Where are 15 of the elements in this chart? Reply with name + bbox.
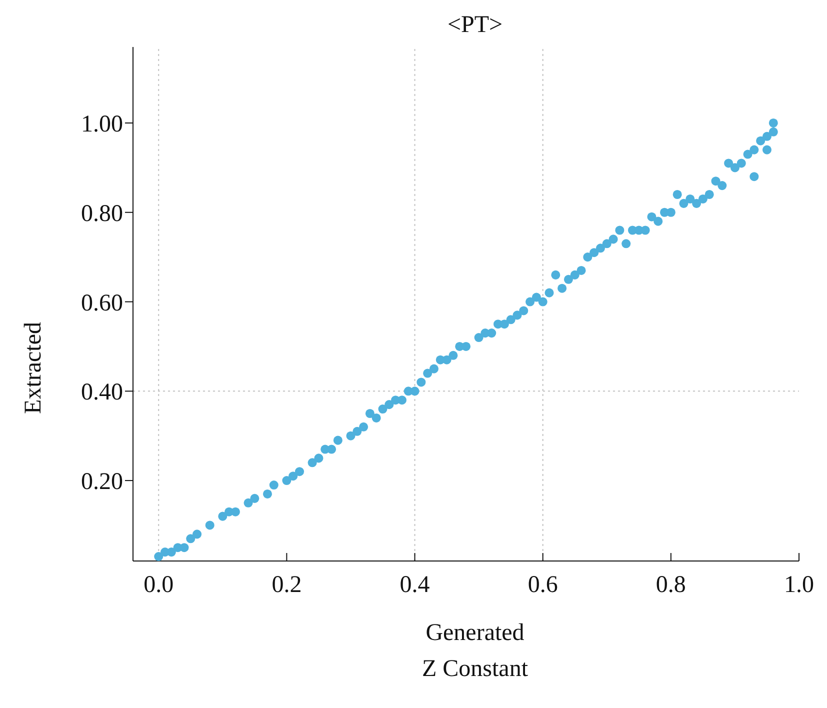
x-tick-label: 0.2: [272, 572, 302, 598]
x-axis-title: Generated: [424, 620, 526, 647]
x-tick-label: 0.0: [144, 572, 174, 598]
y-tick-label: 0.40: [81, 380, 123, 406]
x-tick-label: 0.6: [528, 572, 558, 598]
x-tick-label: 0.4: [400, 572, 430, 598]
y-axis-title: Extracted: [20, 322, 48, 414]
y-tick-label: 0.60: [81, 290, 123, 316]
y-tick-label: 1.00: [81, 112, 123, 138]
x-tick-label: 1.0: [784, 572, 814, 598]
y-tick-label: 0.20: [81, 469, 123, 496]
text: Z Constant: [421, 656, 529, 683]
x-tick-label: 0.8: [656, 572, 686, 598]
chart-title: <PT>: [446, 12, 504, 39]
y-tick-label: 0.80: [81, 200, 123, 227]
